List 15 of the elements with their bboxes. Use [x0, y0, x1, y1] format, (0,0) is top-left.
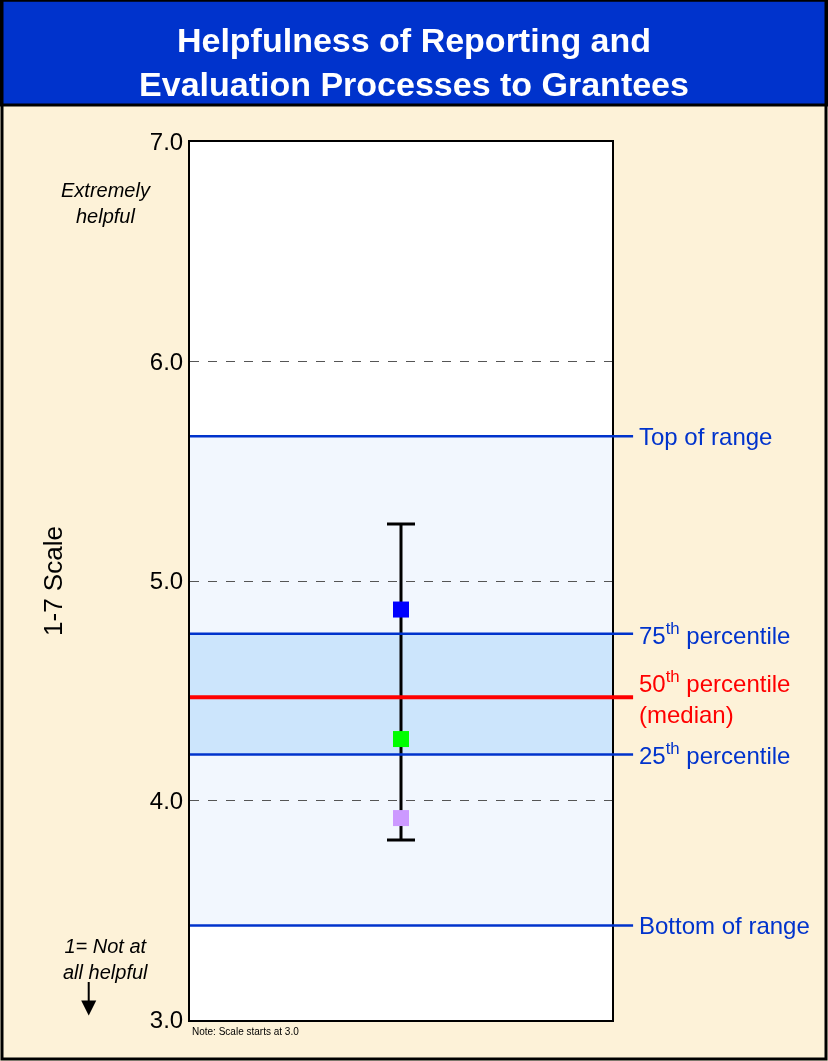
ref-line-label: 25$^{th}$ percentile [639, 739, 791, 770]
ref-line-label: 50$^{th}$ percentile (median) [639, 667, 791, 729]
chart-title: Helpfulness of Reporting and Evaluation Processes to Grantees [139, 21, 689, 104]
ref-line-label: 75$^{th}$ percentile [639, 619, 791, 650]
ref-line-label: Bottom of range [639, 912, 810, 939]
text: Note: Scale starts at 3.0 [192, 1026, 300, 1037]
y-tick-label: 7.0 [149, 128, 184, 156]
y-tick-label: 4.0 [149, 786, 184, 814]
ref-line-label: Top of range [639, 423, 773, 450]
text: Extremely helpful [61, 179, 151, 227]
y-axis-title: 1-7 Scale [37, 526, 68, 636]
y-tick-label: 5.0 [149, 567, 184, 595]
y-tick-label: 6.0 [149, 347, 184, 375]
text: 1= Not at all helpful [63, 935, 149, 983]
y-tick-label: 3.0 [149, 1006, 184, 1034]
